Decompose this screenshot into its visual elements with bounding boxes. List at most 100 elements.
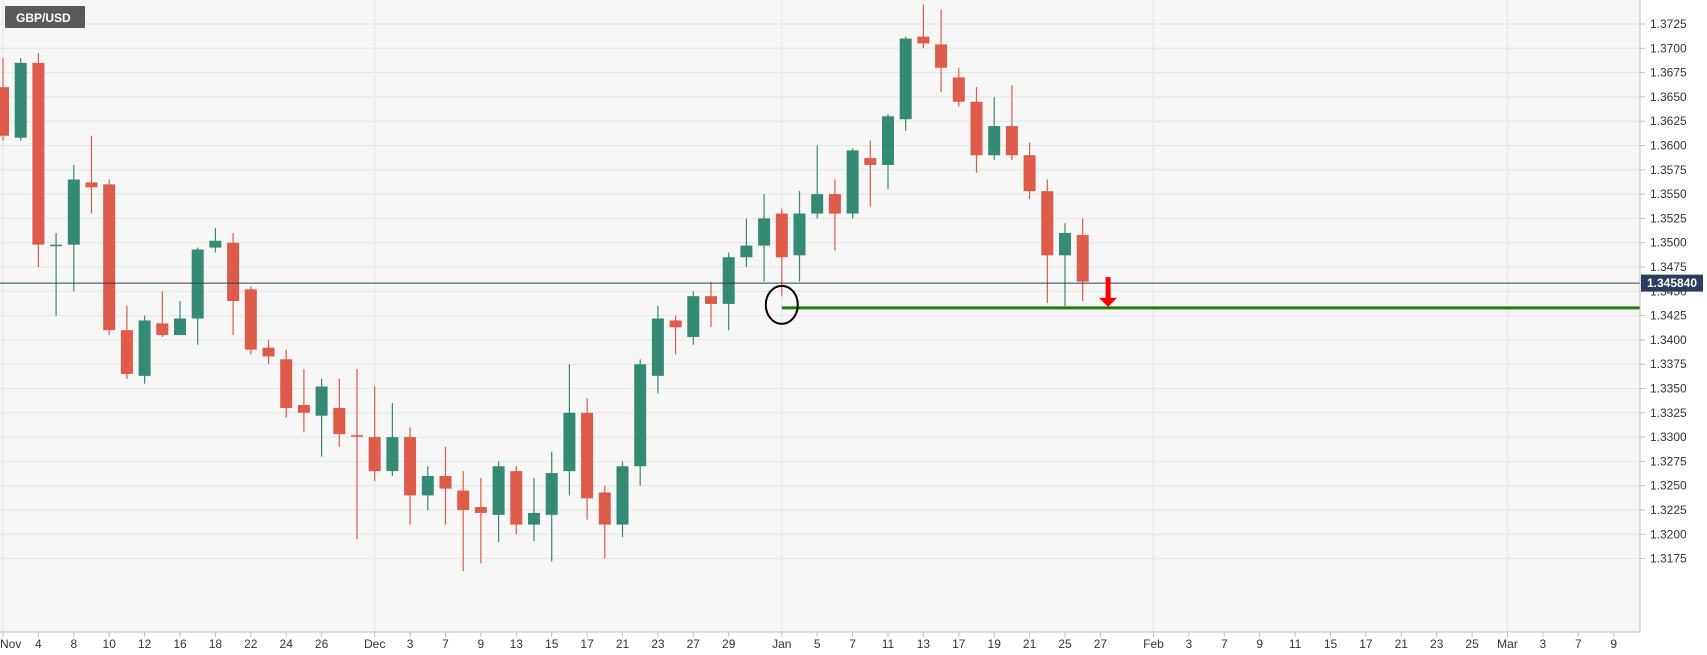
candle-body — [103, 184, 116, 331]
x-tick-label: Nov — [0, 637, 21, 651]
candle-body — [386, 437, 399, 472]
x-tick-label: 23 — [1430, 637, 1444, 651]
candle[interactable] — [687, 291, 700, 345]
candle[interactable] — [669, 315, 682, 355]
candle[interactable] — [598, 485, 611, 559]
candle[interactable] — [386, 403, 399, 476]
candle-body — [882, 116, 894, 165]
candle-body — [828, 194, 841, 214]
candle[interactable] — [545, 451, 558, 562]
candle-body — [67, 179, 80, 245]
candle[interactable] — [970, 87, 983, 173]
x-tick-label: 7 — [849, 637, 856, 651]
candle[interactable] — [1076, 218, 1089, 302]
candle[interactable] — [315, 378, 328, 457]
candle[interactable] — [191, 247, 204, 345]
candle[interactable] — [333, 378, 346, 447]
candle[interactable] — [297, 369, 310, 433]
y-tick-label: 1.3275 — [1650, 454, 1687, 468]
candle[interactable] — [32, 53, 45, 267]
x-tick-label: 11 — [1289, 637, 1302, 651]
candle[interactable] — [952, 67, 965, 107]
candle-body — [988, 126, 1001, 156]
y-tick-label: 1.3400 — [1650, 333, 1687, 347]
x-tick-label: 13 — [510, 637, 524, 651]
candle-body — [439, 475, 452, 489]
candle-body — [846, 150, 859, 214]
x-tick-label: 19 — [988, 637, 1002, 651]
candle[interactable] — [616, 461, 629, 538]
candle[interactable] — [793, 191, 806, 282]
candle[interactable] — [528, 477, 540, 542]
candle[interactable] — [492, 461, 505, 543]
candle[interactable] — [404, 427, 417, 525]
candle-body — [1076, 234, 1089, 282]
candle[interactable] — [209, 228, 222, 253]
candle[interactable] — [634, 359, 647, 486]
candle[interactable] — [368, 386, 381, 481]
candle[interactable] — [103, 179, 116, 336]
candle[interactable] — [846, 148, 859, 219]
x-tick-label: 29 — [722, 637, 736, 651]
candle[interactable] — [917, 4, 930, 49]
candle[interactable] — [581, 398, 594, 520]
candle[interactable] — [156, 291, 169, 337]
candle-body — [351, 435, 363, 437]
x-tick-label: 17 — [580, 637, 594, 651]
candle[interactable] — [262, 339, 275, 365]
candle[interactable] — [811, 145, 824, 219]
candle[interactable] — [1005, 85, 1018, 161]
candle-body — [14, 62, 27, 138]
x-tick-label: 17 — [952, 637, 966, 651]
current-price-label: 1.345840 — [1647, 276, 1697, 290]
x-tick-label: 25 — [1058, 637, 1072, 651]
y-tick-label: 1.3675 — [1650, 66, 1687, 80]
candle-body — [209, 240, 222, 248]
candle[interactable] — [174, 301, 186, 336]
x-tick-label: 10 — [103, 637, 117, 651]
candle[interactable] — [510, 466, 523, 535]
candle[interactable] — [85, 135, 98, 214]
candle[interactable] — [14, 58, 27, 141]
candle[interactable] — [1059, 223, 1071, 306]
candle[interactable] — [457, 471, 470, 572]
grid-lines — [0, 0, 1640, 632]
candle[interactable] — [351, 369, 363, 540]
candle[interactable] — [722, 252, 735, 331]
circle-marker — [764, 284, 799, 325]
x-tick-label: 3 — [1540, 637, 1547, 651]
candle[interactable] — [935, 9, 948, 93]
candle[interactable] — [563, 364, 576, 496]
candle[interactable] — [864, 140, 877, 207]
candle-body — [634, 364, 647, 467]
candle[interactable] — [439, 446, 452, 525]
candle[interactable] — [50, 232, 63, 316]
candle[interactable] — [651, 305, 664, 394]
candle[interactable] — [882, 114, 894, 190]
candle-body — [740, 245, 753, 258]
y-tick-label: 1.3725 — [1650, 17, 1687, 31]
x-tick-label: 12 — [138, 637, 152, 651]
candle[interactable] — [988, 96, 1001, 161]
candle[interactable] — [138, 315, 151, 384]
candle[interactable] — [758, 194, 771, 282]
candle[interactable] — [474, 477, 487, 564]
candle[interactable] — [244, 286, 257, 355]
candle[interactable] — [227, 232, 240, 336]
candle[interactable] — [120, 305, 133, 379]
candle-body — [687, 296, 700, 337]
candle[interactable] — [705, 281, 717, 328]
candle[interactable] — [1041, 179, 1054, 303]
candle[interactable] — [280, 349, 293, 418]
candle-body — [616, 466, 629, 525]
candle-body — [333, 407, 346, 435]
candle[interactable] — [421, 466, 434, 510]
candle[interactable] — [0, 58, 9, 141]
candle[interactable] — [775, 208, 788, 297]
candle[interactable] — [67, 164, 80, 292]
candle[interactable] — [828, 179, 841, 251]
candle[interactable] — [899, 36, 912, 131]
candle[interactable] — [740, 218, 753, 267]
candle[interactable] — [1023, 142, 1036, 199]
